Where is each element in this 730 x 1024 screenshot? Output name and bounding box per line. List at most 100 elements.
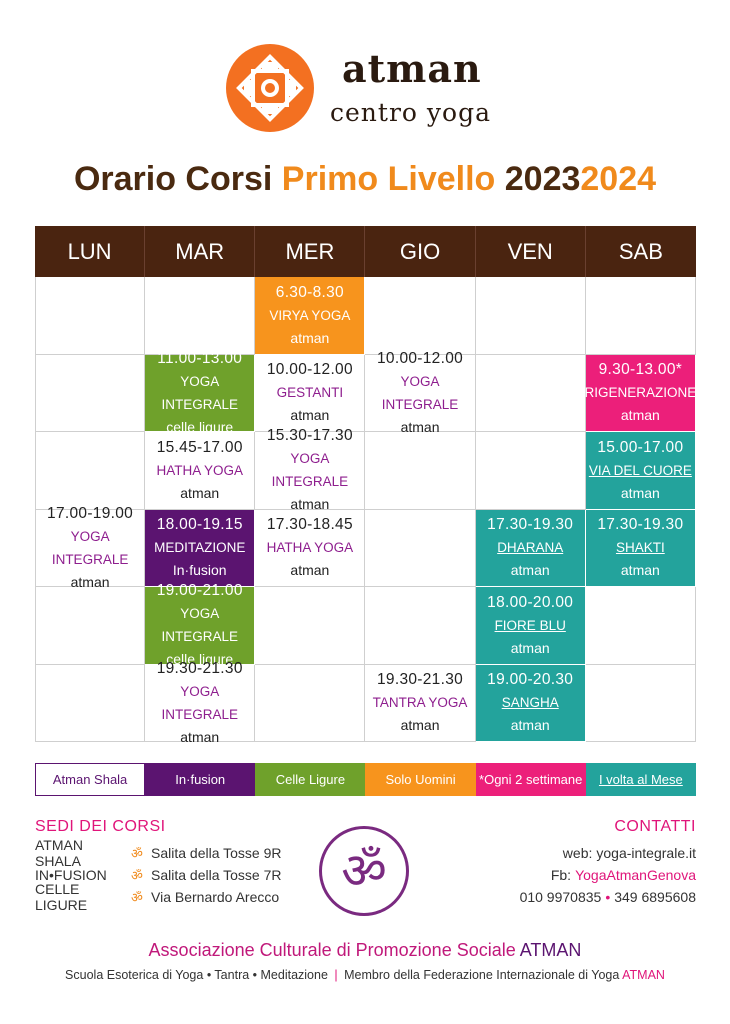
empty-slot bbox=[35, 432, 146, 510]
day-header: MER bbox=[255, 226, 366, 277]
legend-infusion: In·fusion bbox=[145, 763, 256, 796]
class-time: 15.45-17.00 bbox=[156, 438, 243, 456]
schedule-header: LUN MAR MER GIO VEN SAB bbox=[35, 226, 696, 277]
dot-separator: • bbox=[605, 889, 611, 905]
class-slot: 17.00-19.00 YOGA INTEGRALE atman bbox=[35, 505, 146, 590]
empty-slot bbox=[365, 432, 476, 510]
locations-heading: SEDI DEI CORSI bbox=[35, 818, 166, 835]
legend: Atman Shala In·fusion Celle Ligure Solo … bbox=[35, 763, 696, 796]
class-slot: 10.00-12.00 YOGA INTEGRALE atman bbox=[365, 350, 476, 435]
class-time: 17.00-19.00 bbox=[47, 504, 134, 522]
phone-2: 349 6895608 bbox=[614, 889, 696, 905]
class-time: 6.30-8.30 bbox=[275, 283, 344, 301]
om-icon: ॐ bbox=[131, 868, 143, 883]
class-time: 17.30-18.45 bbox=[266, 516, 353, 534]
class-location: atman bbox=[400, 717, 440, 734]
empty-slot bbox=[255, 664, 366, 742]
class-name: VIRYA YOGA bbox=[269, 307, 351, 323]
web-link[interactable]: yoga-integrale.it bbox=[596, 845, 696, 861]
class-slot: 9.30-13.00* RIGENERAZIONE atman bbox=[584, 354, 696, 432]
class-slot: 10.00-12.00 GESTANTI atman bbox=[255, 354, 366, 432]
schedule-grid: LUN MAR MER GIO VEN SAB 6.30-8.30 VIRYA Y… bbox=[35, 226, 696, 745]
location-item: CELLE LIGURE ॐ Via Bernardo Arecco bbox=[35, 881, 315, 913]
empty-slot bbox=[475, 354, 586, 432]
location-item: ATMAN SHALA ॐ Salita della Tosse 9R bbox=[35, 837, 315, 869]
om-emblem: ॐ bbox=[319, 826, 409, 916]
class-time: 17.30-19.30 bbox=[487, 516, 574, 534]
om-icon: ॐ bbox=[131, 846, 143, 861]
class-location: atman bbox=[510, 562, 550, 579]
location-address: Salita della Tosse 7R bbox=[151, 867, 282, 883]
schedule-rows: 6.30-8.30 VIRYA YOGA atman 11.00-13.00 YOGA … bbox=[35, 277, 696, 745]
om-icon: ॐ bbox=[341, 842, 387, 900]
location-item: IN•FUSION ॐ Salita della Tosse 7R bbox=[35, 864, 315, 886]
footer-federation: Membro della Federazione Internazionale … bbox=[344, 968, 620, 982]
fb-link[interactable]: YogaAtmanGenova bbox=[575, 867, 696, 883]
legend-solo-uomini: Solo Uomini bbox=[365, 763, 476, 796]
schedule-row: 11.00-13.00 YOGA INTEGRALE celle ligure 10.… bbox=[35, 350, 696, 435]
legend-ogni-2-settimane: *Ogni 2 settimane bbox=[475, 763, 586, 796]
schedule-row: 15.45-17.00 HATHA YOGA atman 15.30-17.30 YOG… bbox=[35, 427, 696, 512]
phone-1: 010 9970835 bbox=[519, 889, 602, 905]
class-name: YOGA INTEGRALE bbox=[51, 528, 129, 567]
class-time: 10.00-12.00 bbox=[377, 349, 464, 367]
day-header: GIO bbox=[365, 226, 476, 277]
class-slot: 19.30-21.30 TANTRA YOGA atman bbox=[365, 664, 476, 742]
day-header: SAB bbox=[618, 238, 663, 264]
logo-name: atman bbox=[342, 46, 482, 91]
association-text: Associazione Culturale di Promozione Soc… bbox=[148, 940, 516, 960]
class-name: YOGA INTEGRALE bbox=[161, 683, 238, 722]
schedule-row: 17.00-19.00 YOGA INTEGRALE atman 18.00-19.1… bbox=[35, 505, 696, 590]
empty-slot bbox=[35, 354, 146, 432]
class-slot: 15.30-17.30 YOGA INTEGRALE atman bbox=[255, 427, 366, 512]
title-year2: 2024 bbox=[580, 160, 657, 198]
class-time: 11.00-13.00 bbox=[157, 349, 243, 367]
empty-slot bbox=[365, 509, 476, 587]
footer-line: Scuola Esoterica di Yoga • Tantra • Medi… bbox=[0, 968, 730, 982]
empty-slot bbox=[365, 277, 476, 355]
empty-slot bbox=[35, 277, 146, 355]
empty-slot bbox=[255, 587, 366, 665]
class-slot: 15.45-17.00 HATHA YOGA atman bbox=[145, 432, 256, 510]
day-header: LUN bbox=[35, 226, 146, 277]
empty-slot bbox=[365, 587, 476, 665]
empty-slot bbox=[585, 587, 696, 665]
web-label: web: bbox=[562, 845, 593, 861]
class-time: 19.00-20.30 bbox=[487, 671, 574, 689]
contact-fb: Fb: YogaAtmanGenova bbox=[436, 864, 696, 886]
class-slot: 17.30-18.45 HATHA YOGA atman bbox=[255, 509, 366, 587]
class-location: atman bbox=[290, 407, 330, 424]
schedule-row: 19.30-21.30 YOGA INTEGRALE atman 19.30-21.3… bbox=[35, 660, 696, 745]
class-slot: 19.00-21.00 YOGA INTEGRALE celle ligure bbox=[145, 582, 256, 667]
class-time: 18.00-20.00 bbox=[487, 593, 574, 611]
empty-slot bbox=[585, 277, 696, 355]
class-name: HATHA YOGA bbox=[266, 540, 354, 556]
legend-atman-shala: Atman Shala bbox=[35, 763, 146, 796]
page-title: Orario Corsi Primo Livello 20232024 bbox=[0, 160, 730, 199]
location-address: Salita della Tosse 9R bbox=[151, 845, 282, 861]
class-location: atman bbox=[510, 717, 550, 734]
day-header: MAR bbox=[145, 226, 256, 277]
class-name: YOGA INTEGRALE bbox=[161, 373, 238, 412]
class-name: TANTRA YOGA bbox=[372, 695, 468, 711]
class-time: 9.30-13.00* bbox=[598, 361, 683, 379]
class-name: FIORE BLU bbox=[494, 617, 566, 633]
class-location: atman bbox=[290, 496, 330, 513]
class-slot: 19.30-21.30 YOGA INTEGRALE atman bbox=[145, 660, 256, 745]
empty-slot bbox=[145, 277, 256, 355]
class-time: 19.00-21.00 bbox=[156, 582, 243, 600]
class-name: VIA DEL CUORE bbox=[588, 462, 692, 478]
class-location: celle ligure bbox=[166, 651, 234, 668]
footer-school: Scuola Esoterica di Yoga • Tantra • Medi… bbox=[65, 968, 328, 982]
association-line: Associazione Culturale di Promozione Soc… bbox=[0, 940, 730, 961]
class-location: atman bbox=[510, 639, 550, 656]
class-time: 19.30-21.30 bbox=[377, 671, 464, 689]
class-time: 15.30-17.30 bbox=[266, 427, 353, 445]
fb-label: Fb: bbox=[550, 867, 572, 883]
empty-slot bbox=[585, 664, 696, 742]
association-name: ATMAN bbox=[519, 940, 582, 960]
empty-slot bbox=[35, 664, 146, 742]
class-location: atman bbox=[70, 573, 110, 590]
legend-volta-al-mese: I volta al Mese bbox=[585, 763, 696, 796]
class-slot: 18.00-19.15 MEDITAZIONE In·fusion bbox=[145, 509, 256, 587]
